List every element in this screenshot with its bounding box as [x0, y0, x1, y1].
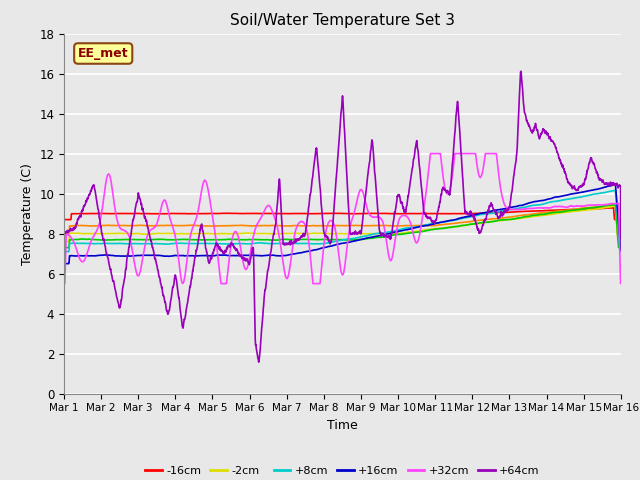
-8cm: [274, 223, 282, 228]
+16cm: [612, 181, 620, 187]
-16cm: [606, 205, 614, 211]
+32cm: [60, 281, 68, 287]
-8cm: [606, 202, 614, 208]
+2cm: [617, 245, 625, 251]
Y-axis label: Temperature (C): Temperature (C): [20, 163, 34, 264]
+8cm: [298, 240, 305, 246]
+64cm: [274, 198, 282, 204]
X-axis label: Time: Time: [327, 419, 358, 432]
+32cm: [617, 281, 625, 287]
+2cm: [124, 237, 131, 242]
+8cm: [606, 189, 614, 194]
+32cm: [274, 225, 282, 230]
+64cm: [298, 233, 306, 239]
-8cm: [617, 231, 625, 237]
-2cm: [606, 204, 614, 210]
+64cm: [547, 135, 554, 141]
+8cm: [274, 240, 282, 246]
Line: -8cm: -8cm: [64, 204, 621, 234]
Line: +64cm: +64cm: [64, 72, 621, 362]
-8cm: [60, 231, 68, 237]
-2cm: [546, 212, 554, 217]
-16cm: [546, 207, 554, 213]
+2cm: [157, 237, 164, 242]
Legend: -16cm, -8cm, -2cm, +2cm, +8cm, +16cm, +32cm, +64cm: -16cm, -8cm, -2cm, +2cm, +8cm, +16cm, +3…: [141, 462, 544, 480]
+16cm: [124, 253, 131, 259]
-16cm: [124, 211, 131, 216]
+8cm: [60, 249, 68, 254]
+8cm: [612, 187, 620, 193]
Line: +32cm: +32cm: [64, 154, 621, 284]
+64cm: [60, 310, 68, 315]
+16cm: [60, 261, 68, 266]
-16cm: [274, 211, 282, 216]
+2cm: [60, 245, 68, 251]
+32cm: [606, 201, 614, 207]
+32cm: [157, 207, 164, 213]
Line: +8cm: +8cm: [64, 190, 621, 252]
+8cm: [157, 241, 164, 247]
Line: +2cm: +2cm: [64, 204, 621, 248]
+8cm: [546, 199, 554, 205]
-16cm: [157, 211, 164, 216]
+2cm: [298, 237, 305, 242]
+2cm: [606, 202, 614, 208]
-16cm: [609, 205, 616, 211]
+2cm: [546, 210, 554, 216]
-16cm: [298, 211, 305, 216]
+64cm: [157, 280, 164, 286]
+16cm: [606, 183, 614, 189]
-8cm: [611, 201, 619, 207]
+2cm: [274, 237, 282, 243]
-2cm: [124, 231, 131, 237]
+64cm: [606, 181, 614, 187]
Line: +16cm: +16cm: [64, 184, 621, 264]
-16cm: [617, 216, 625, 222]
-2cm: [298, 230, 305, 236]
+64cm: [517, 69, 525, 74]
+32cm: [124, 230, 131, 236]
+16cm: [298, 250, 305, 255]
+32cm: [546, 205, 554, 211]
+32cm: [298, 218, 305, 224]
+8cm: [617, 249, 625, 254]
-8cm: [298, 223, 305, 229]
+16cm: [274, 253, 282, 259]
+32cm: [427, 151, 435, 156]
Text: EE_met: EE_met: [78, 47, 129, 60]
-8cm: [546, 209, 554, 215]
-8cm: [157, 223, 164, 228]
Line: -2cm: -2cm: [64, 206, 621, 241]
+2cm: [611, 202, 619, 207]
+16cm: [157, 252, 164, 258]
-2cm: [617, 239, 625, 244]
Title: Soil/Water Temperature Set 3: Soil/Water Temperature Set 3: [230, 13, 455, 28]
+64cm: [255, 359, 262, 365]
-2cm: [157, 231, 164, 237]
+16cm: [617, 247, 625, 253]
-2cm: [274, 231, 282, 237]
-8cm: [124, 223, 131, 228]
-16cm: [60, 216, 68, 222]
-2cm: [612, 203, 620, 209]
Line: -16cm: -16cm: [64, 208, 621, 219]
-2cm: [60, 239, 68, 244]
+64cm: [617, 236, 625, 241]
+64cm: [124, 252, 131, 258]
+8cm: [124, 241, 131, 247]
+16cm: [546, 196, 554, 202]
